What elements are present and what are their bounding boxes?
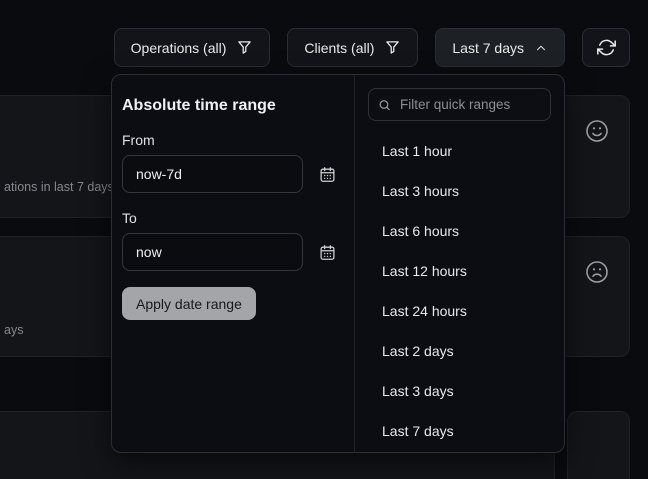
filter-funnel-icon xyxy=(384,39,401,56)
quick-range-option-label: Last 24 hours xyxy=(382,303,467,319)
quick-range-option[interactable]: Last 1 hour xyxy=(368,131,551,171)
from-calendar-button[interactable] xyxy=(319,166,336,183)
refresh-button[interactable] xyxy=(582,28,630,67)
quick-range-option[interactable]: Last 24 hours xyxy=(368,291,551,331)
toolbar: Operations (all) Clients (all) Last 7 da… xyxy=(113,28,630,67)
clients-filter-button[interactable]: Clients (all) xyxy=(287,28,419,67)
absolute-range-heading: Absolute time range xyxy=(122,97,276,114)
calendar-icon xyxy=(319,244,336,261)
quick-ranges-section: Last 1 hour Last 3 hours Last 6 hours La… xyxy=(354,75,564,452)
to-input[interactable] xyxy=(122,233,303,271)
calendar-icon xyxy=(319,166,336,183)
bottom-right-panel xyxy=(567,411,630,479)
quick-range-option-label: Last 7 days xyxy=(382,423,454,439)
quick-range-option-label: Last 2 days xyxy=(382,343,454,359)
quick-range-option-label: Last 12 hours xyxy=(382,263,467,279)
chevron-up-icon xyxy=(534,41,548,55)
quick-range-option[interactable]: Last 12 hours xyxy=(368,251,551,291)
stat-card-caption: ations in last 7 days xyxy=(4,180,114,194)
quick-ranges-list: Last 1 hour Last 3 hours Last 6 hours La… xyxy=(368,131,551,451)
to-label: To xyxy=(122,210,137,226)
quick-range-option[interactable]: Last 2 days xyxy=(368,331,551,371)
time-range-label: Last 7 days xyxy=(452,39,524,56)
time-range-button[interactable]: Last 7 days xyxy=(435,28,565,67)
quick-range-option-label: Last 3 hours xyxy=(382,183,460,199)
absolute-range-section: Absolute time range From xyxy=(112,75,354,452)
to-calendar-button[interactable] xyxy=(319,244,336,261)
apply-date-range-button[interactable]: Apply date range xyxy=(122,287,256,320)
from-input[interactable] xyxy=(122,155,303,193)
from-label: From xyxy=(122,132,155,148)
filter-funnel-icon xyxy=(236,39,253,56)
operations-filter-button[interactable]: Operations (all) xyxy=(113,28,271,67)
quick-range-option-label: Last 3 days xyxy=(382,383,454,399)
operations-filter-label: Operations (all) xyxy=(130,39,227,56)
refresh-icon xyxy=(596,38,616,57)
quick-range-option-label: Last 1 hour xyxy=(382,143,453,159)
frown-icon xyxy=(585,260,609,284)
filter-quick-ranges-input[interactable] xyxy=(368,88,551,121)
search-icon xyxy=(378,98,391,111)
quick-range-option[interactable]: Last 3 hours xyxy=(368,171,551,211)
quick-range-option-label: Last 6 hours xyxy=(382,223,460,239)
clients-filter-label: Clients (all) xyxy=(304,39,375,56)
quick-range-option[interactable]: Last 3 days xyxy=(368,371,551,411)
stat-card-caption: ays xyxy=(4,323,24,337)
quick-range-option[interactable]: Last 6 hours xyxy=(368,211,551,251)
smile-icon xyxy=(585,119,609,143)
time-range-picker-dropdown: Absolute time range From xyxy=(111,74,565,453)
quick-range-option[interactable]: Last 7 days xyxy=(368,411,551,451)
